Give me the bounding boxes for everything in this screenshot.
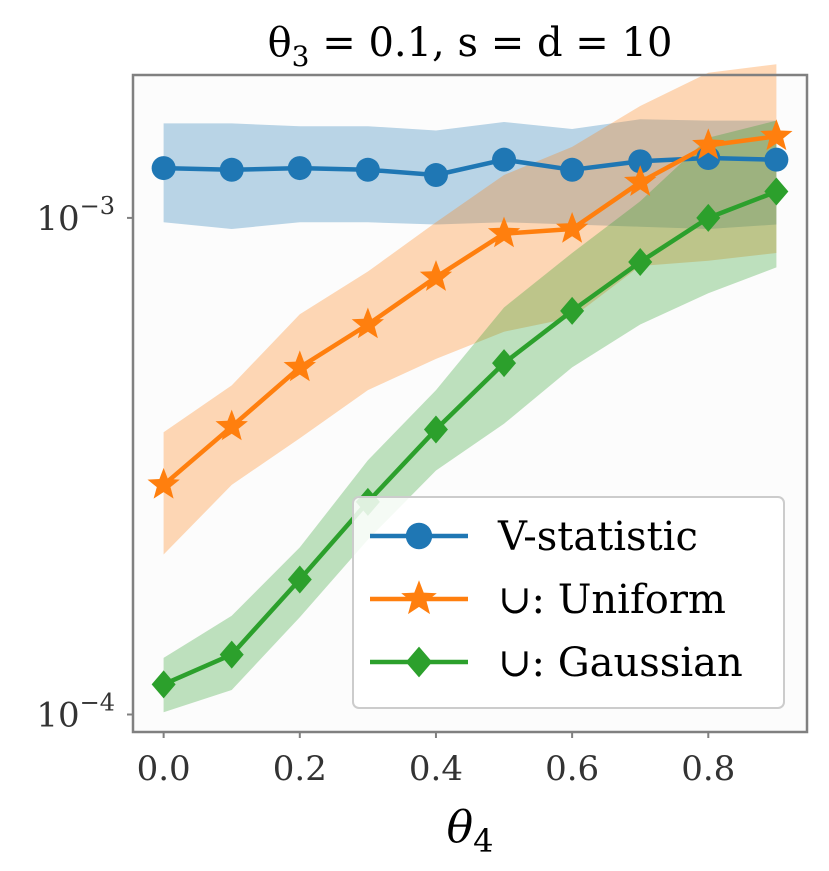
- x-axis-ticks: 0.0 0.2 0.4 0.6 0.8: [137, 732, 735, 789]
- y-axis-ticks: 10−310−4: [36, 192, 133, 735]
- point-uniform: [147, 467, 180, 499]
- point-v-statistic: [355, 157, 380, 182]
- chart-title: θ3 = 0.1, s = d = 10: [268, 20, 673, 73]
- x-tick-label: 0.2: [273, 749, 327, 789]
- plot-frame: [131, 73, 809, 734]
- x-tick-label: 0.4: [409, 749, 463, 789]
- series-lines: [162, 134, 778, 687]
- legend-label-text: : Gaussian: [532, 640, 743, 686]
- x-tick-label: 0.8: [681, 749, 735, 789]
- point-uniform: [419, 260, 453, 291]
- point-gaussian: [764, 177, 789, 206]
- point-gaussian: [423, 415, 448, 444]
- y-tick-label-base: 10: [36, 695, 79, 735]
- point-v-statistic: [423, 163, 448, 188]
- point-gaussian: [696, 203, 721, 232]
- chart-title-symbol: θ: [268, 20, 292, 66]
- point-gaussian: [151, 670, 176, 699]
- point-gaussian: [560, 296, 585, 325]
- legend-marker-uniform: [401, 580, 437, 615]
- band-uniform: [163, 64, 777, 555]
- point-uniform: [624, 165, 657, 196]
- point-v-statistic: [151, 156, 176, 181]
- point-uniform: [556, 212, 589, 243]
- point-v-statistic: [287, 156, 312, 181]
- x-axis-label: θ4: [447, 802, 494, 860]
- point-gaussian: [287, 565, 312, 594]
- point-v-statistic: [219, 157, 244, 182]
- legend-label-symbol: ∪: [498, 577, 532, 623]
- line-gaussian: [162, 189, 778, 687]
- legend-label-uniform: ∪: Uniform: [498, 577, 726, 623]
- legend-label-gaussian: ∪: Gaussian: [498, 640, 743, 686]
- point-v-statistic: [764, 147, 789, 172]
- point-uniform: [283, 350, 316, 382]
- y-tick-label: 10−3: [36, 192, 115, 239]
- x-tick-label: 0.6: [545, 749, 599, 789]
- legend-marker-v-statistic: [405, 522, 433, 550]
- x-tick-label: 0.0: [137, 749, 191, 789]
- point-uniform: [760, 119, 793, 151]
- line-uniform: [162, 134, 777, 487]
- y-tick-label-base: 10: [36, 199, 79, 239]
- point-uniform: [692, 128, 725, 160]
- y-tick-label: 10−4: [36, 688, 115, 735]
- line-v-statistic: [163, 155, 777, 178]
- chart-title-subscript: 3: [292, 40, 310, 73]
- x-axis-label-symbol: θ: [447, 802, 474, 853]
- x-axis-label-subscript: 4: [473, 822, 493, 860]
- legend-label-text: : Uniform: [532, 577, 726, 623]
- legend-box: [352, 496, 785, 709]
- point-gaussian: [492, 349, 517, 378]
- y-tick-label-exponent: −3: [80, 192, 115, 220]
- point-v-statistic: [492, 147, 517, 172]
- band-gaussian: [163, 120, 777, 713]
- point-gaussian: [628, 248, 653, 277]
- series-markers: [147, 119, 793, 699]
- confidence-bands: [163, 64, 777, 713]
- point-uniform: [351, 307, 384, 339]
- legend: V-statistic∪: Uniform∪: Gaussian: [352, 496, 785, 709]
- point-uniform: [215, 409, 248, 441]
- y-tick-label-exponent: −4: [80, 688, 115, 716]
- chart-title-rest: = 0.1, s = d = 10: [310, 20, 673, 66]
- point-uniform: [487, 216, 521, 248]
- point-gaussian: [219, 640, 244, 669]
- legend-label-v-statistic: V-statistic: [497, 514, 698, 560]
- band-v-statistic: [163, 119, 777, 229]
- legend-label-symbol: ∪: [498, 640, 532, 686]
- point-v-statistic: [628, 149, 653, 174]
- legend-marker-gaussian: [405, 646, 433, 678]
- point-v-statistic: [560, 157, 585, 182]
